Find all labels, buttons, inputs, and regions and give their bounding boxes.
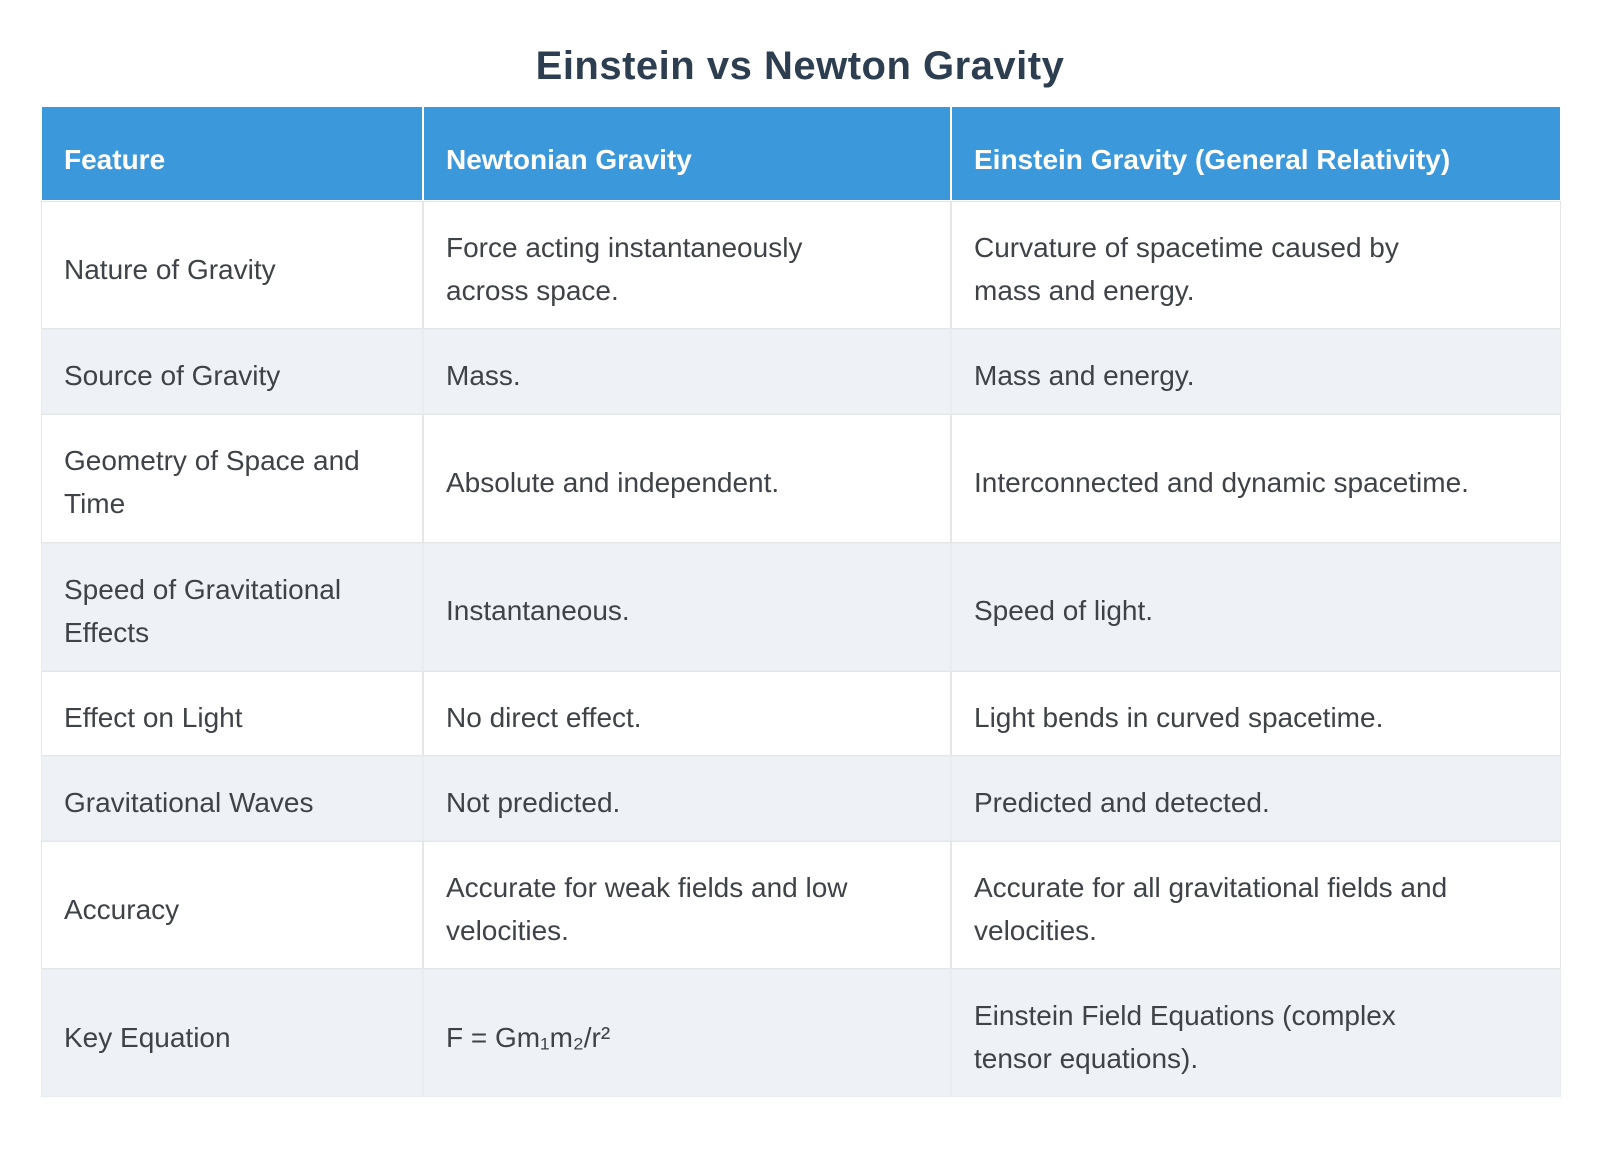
newton-cell: Not predicted.	[424, 756, 950, 841]
table-row: Key Equation F = Gm₁m₂/r² Einstein Field…	[42, 970, 1560, 1097]
newton-cell: Absolute and independent.	[424, 415, 950, 542]
comparison-table: Feature Newtonian Gravity Einstein Gravi…	[40, 105, 1562, 1098]
newton-cell: Instantaneous.	[424, 543, 950, 670]
feature-cell: Speed of Gravitational Effects	[42, 543, 422, 670]
table-row: Accuracy Accurate for weak fields and lo…	[42, 842, 1560, 969]
table-row: Source of Gravity Mass. Mass and energy.	[42, 330, 1560, 414]
einstein-cell: Accurate for all gravitational fields an…	[952, 842, 1560, 969]
feature-cell: Nature of Gravity	[42, 202, 422, 329]
page-title: Einstein vs Newton Gravity	[535, 44, 1065, 88]
einstein-cell: Speed of light.	[952, 543, 1560, 670]
column-header-newton: Newtonian Gravity	[424, 107, 950, 201]
einstein-cell: Predicted and detected.	[952, 756, 1560, 841]
feature-cell: Source of Gravity	[42, 330, 422, 414]
table-row: Gravitational Waves Not predicted. Predi…	[42, 756, 1560, 841]
table-header-row: Feature Newtonian Gravity Einstein Gravi…	[42, 107, 1560, 201]
feature-cell: Accuracy	[42, 842, 422, 969]
column-header-einstein: Einstein Gravity (General Relativity)	[952, 107, 1560, 201]
einstein-cell: Light bends in curved spacetime.	[952, 671, 1560, 755]
newton-cell: F = Gm₁m₂/r²	[424, 970, 950, 1097]
feature-cell: Gravitational Waves	[42, 756, 422, 841]
feature-cell: Geometry of Space and Time	[42, 415, 422, 542]
table-row: Nature of Gravity Force acting instantan…	[42, 202, 1560, 329]
einstein-cell: Interconnected and dynamic spacetime.	[952, 415, 1560, 542]
einstein-cell: Einstein Field Equations (complex tensor…	[952, 970, 1560, 1097]
newton-cell: Force acting instantaneously across spac…	[424, 202, 950, 329]
newton-cell: No direct effect.	[424, 671, 950, 755]
table-row: Effect on Light No direct effect. Light …	[42, 671, 1560, 755]
newton-cell: Mass.	[424, 330, 950, 414]
einstein-cell: Mass and energy.	[952, 330, 1560, 414]
newton-cell: Accurate for weak fields and low velocit…	[424, 842, 950, 969]
table-row: Speed of Gravitational Effects Instantan…	[42, 543, 1560, 670]
feature-cell: Effect on Light	[42, 671, 422, 755]
column-header-feature: Feature	[42, 107, 422, 201]
einstein-cell: Curvature of spacetime caused by mass an…	[952, 202, 1560, 329]
feature-cell: Key Equation	[42, 970, 422, 1097]
table-row: Geometry of Space and Time Absolute and …	[42, 415, 1560, 542]
